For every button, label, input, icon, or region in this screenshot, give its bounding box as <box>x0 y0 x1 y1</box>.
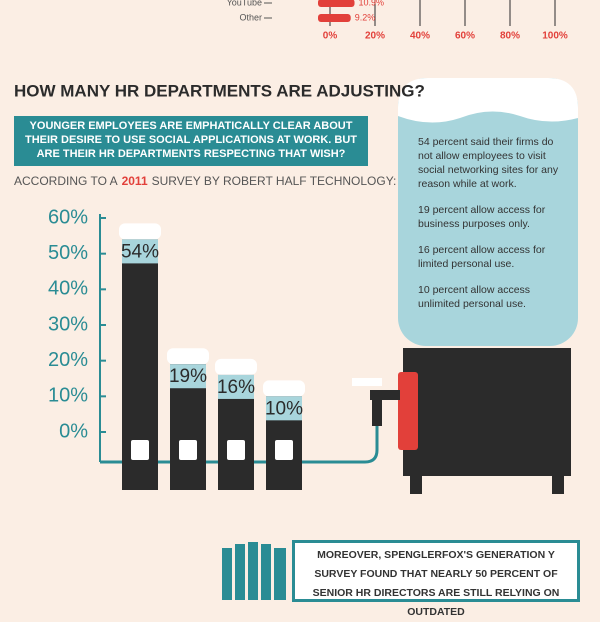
y-tick-label: 10% <box>48 385 88 407</box>
value-label: 54% <box>121 241 159 262</box>
value-label: 19% <box>169 366 207 387</box>
cap <box>263 380 305 397</box>
y-tick-label: 40% <box>48 278 88 300</box>
bottle-top <box>398 78 578 123</box>
note: 19 percent allow access for business pur… <box>418 204 546 230</box>
bar <box>318 0 355 7</box>
y-tick-label: Other <box>239 12 262 22</box>
x-tick-label: 0% <box>323 31 338 42</box>
cooler-notes: 54 percent said their firms do not allow… <box>418 135 563 323</box>
page: HOW MANY HR DEPARTMENTS ARE ADJUSTING? A… <box>14 0 580 618</box>
icon <box>227 440 245 460</box>
water <box>266 396 302 421</box>
tap-spout <box>372 400 382 426</box>
x-tick-label: 40% <box>410 31 430 42</box>
y-tick-label: 20% <box>48 349 88 371</box>
source-year: 2011 <box>122 174 148 188</box>
cooler-panel <box>398 372 418 450</box>
tap-handle <box>352 378 382 386</box>
cap <box>119 223 161 240</box>
y-tick-label: YouTube <box>227 0 262 7</box>
icon <box>179 440 197 460</box>
bar <box>318 14 351 22</box>
tap <box>370 390 400 400</box>
water <box>218 374 254 399</box>
books <box>222 542 286 600</box>
note: 54 percent said their firms do not allow… <box>418 136 559 190</box>
x-tick-label: 100% <box>542 31 568 42</box>
source-text: ACCORDING TO A <box>14 174 118 188</box>
water <box>170 364 206 389</box>
footer-box: MOREOVER, SPENGLERFOX'S GENERATION Y SUR… <box>292 540 580 618</box>
y-tick-label: 30% <box>48 313 88 335</box>
infographic: HOW MANY HR DEPARTMENTS ARE ADJUSTING? A… <box>14 0 578 600</box>
value-label: 10% <box>265 398 303 419</box>
cooler-leg <box>410 476 422 494</box>
source: ACCORDING TO A 2011 SURVEY BY ROBERT HALF … <box>14 174 396 188</box>
tube <box>100 426 379 464</box>
source-text: SURVEY BY ROBERT HALF TECHNOLOGY: <box>152 174 397 188</box>
icon <box>131 440 149 460</box>
value-label: 10.9% <box>359 0 385 7</box>
y-tick-label: 0% <box>59 420 88 442</box>
water <box>122 239 158 264</box>
cooler-bottle <box>398 78 578 346</box>
value-label: 16% <box>217 377 255 398</box>
cooler-leg <box>552 476 564 494</box>
x-tick-label: 20% <box>365 31 385 42</box>
cooler-base <box>403 348 571 476</box>
y-tick-label: 50% <box>48 242 88 264</box>
y-tick-label: 60% <box>48 206 88 228</box>
heading: HOW MANY HR DEPARTMENTS ARE ADJUSTING? <box>14 81 425 100</box>
value-label: 9.2% <box>355 12 376 22</box>
note: 16 percent allow access for limited pers… <box>418 244 546 270</box>
x-tick-label: 60% <box>455 31 475 42</box>
note: 10 percent allow access unlimited person… <box>418 284 531 310</box>
x-tick-label: 80% <box>500 31 520 42</box>
cap <box>167 348 209 365</box>
cap <box>215 358 257 375</box>
callout: YOUNGER EMPLOYEES ARE EMPHATICALLY CLEAR… <box>14 116 368 166</box>
icon <box>275 440 293 460</box>
